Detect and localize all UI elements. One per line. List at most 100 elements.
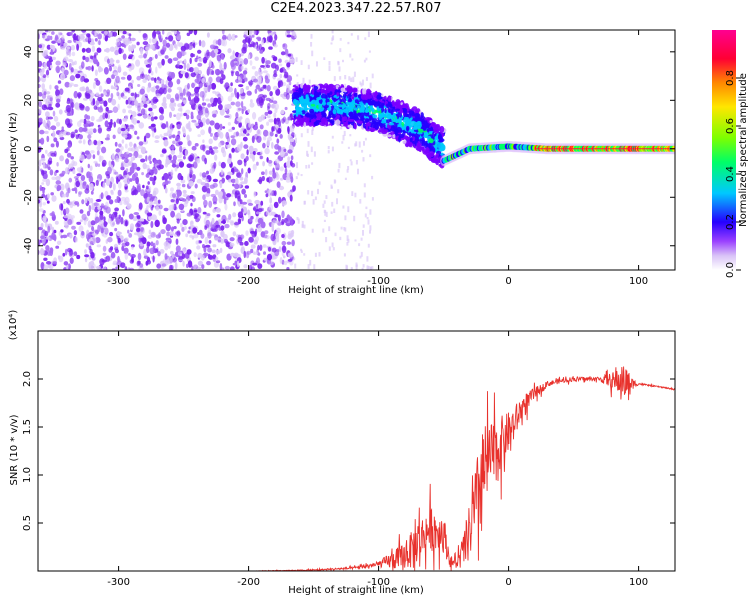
noise-speck	[40, 223, 44, 228]
noise-speck	[209, 132, 213, 137]
noise-speck	[254, 88, 258, 94]
noise-speck	[284, 71, 289, 79]
signal-blob	[399, 108, 404, 114]
faint-streak	[303, 224, 306, 229]
colorbar-tick-label: 0.2	[725, 214, 736, 230]
noise-speck	[276, 181, 281, 189]
noise-speck	[87, 163, 91, 169]
noise-speck	[93, 105, 98, 110]
noise-speck	[279, 73, 283, 79]
noise-speck	[198, 229, 203, 236]
noise-speck	[214, 154, 218, 161]
noise-speck	[38, 199, 41, 204]
noise-speck	[235, 131, 239, 137]
snr-x-label: Height of straight line (km)	[288, 585, 424, 596]
noise-speck	[84, 258, 88, 263]
noise-speck	[178, 141, 183, 146]
noise-speck	[206, 49, 210, 57]
noise-speck	[263, 257, 267, 261]
noise-speck	[130, 92, 135, 97]
noise-speck	[72, 68, 79, 75]
noise-speck	[60, 229, 64, 233]
noise-speck	[248, 211, 251, 220]
noise-speck	[90, 220, 96, 226]
noise-speck	[185, 90, 191, 98]
noise-speck	[261, 56, 265, 64]
noise-speck	[168, 180, 171, 184]
noise-speck	[277, 81, 281, 89]
noise-speck	[189, 170, 194, 175]
noise-speck	[139, 263, 144, 268]
noise-speck	[186, 212, 191, 217]
noise-speck	[74, 129, 78, 133]
noise-speck	[104, 112, 108, 119]
noise-speck	[224, 196, 229, 201]
faint-streak	[365, 206, 368, 210]
faint-streak	[307, 64, 310, 70]
faint-streak	[343, 253, 346, 257]
signal-blob	[318, 98, 323, 105]
noise-speck	[165, 121, 169, 128]
noise-speck	[260, 65, 265, 68]
noise-speck	[224, 203, 228, 211]
noise-speck	[259, 49, 264, 54]
noise-speck	[147, 168, 152, 174]
noise-speck	[227, 122, 231, 126]
noise-speck	[77, 92, 82, 98]
noise-speck	[102, 245, 107, 252]
noise-speck	[114, 227, 118, 232]
noise-speck	[148, 215, 153, 221]
signal-blob	[349, 111, 354, 119]
noise-speck	[96, 145, 101, 151]
noise-speck	[288, 81, 292, 86]
noise-speck	[51, 40, 56, 44]
noise-speck	[69, 75, 75, 82]
noise-speck	[250, 244, 256, 249]
signal-blob	[399, 117, 402, 124]
noise-speck	[113, 65, 118, 70]
noise-speck	[124, 182, 128, 187]
faint-streak	[339, 38, 342, 41]
noise-speck	[125, 241, 130, 247]
faint-streak	[360, 83, 363, 87]
faint-streak	[337, 60, 340, 65]
noise-speck	[145, 185, 149, 190]
noise-speck	[146, 241, 150, 248]
faint-streak	[367, 219, 370, 225]
noise-speck	[260, 150, 263, 156]
noise-speck	[275, 220, 279, 224]
noise-speck	[128, 124, 135, 130]
noise-speck	[67, 187, 71, 194]
noise-speck	[122, 117, 128, 122]
noise-speck	[82, 181, 87, 189]
noise-speck	[65, 50, 69, 57]
noise-speck	[88, 59, 95, 63]
noise-speck	[282, 43, 288, 50]
noise-speck	[38, 60, 43, 68]
noise-speck	[136, 166, 141, 171]
faint-streak	[312, 199, 315, 205]
signal-blob	[315, 108, 319, 113]
faint-streak	[365, 57, 368, 61]
noise-speck	[271, 126, 276, 132]
signal-blob	[302, 88, 309, 94]
signal-blob	[301, 100, 307, 104]
noise-speck	[194, 183, 198, 189]
signal-blob	[316, 97, 322, 100]
faint-streak	[369, 209, 372, 215]
signal-blob	[429, 120, 433, 123]
noise-speck	[150, 116, 155, 122]
noise-speck	[237, 78, 243, 83]
noise-speck	[261, 175, 265, 182]
noise-speck	[98, 85, 103, 92]
noise-speck	[202, 244, 205, 249]
faint-streak	[331, 201, 334, 207]
noise-speck	[191, 145, 197, 151]
faint-streak	[363, 183, 366, 188]
noise-speck	[177, 158, 183, 162]
noise-speck	[95, 199, 102, 202]
noise-speck	[127, 229, 130, 234]
noise-speck	[253, 78, 258, 83]
noise-speck	[240, 100, 244, 109]
noise-speck	[61, 193, 67, 198]
